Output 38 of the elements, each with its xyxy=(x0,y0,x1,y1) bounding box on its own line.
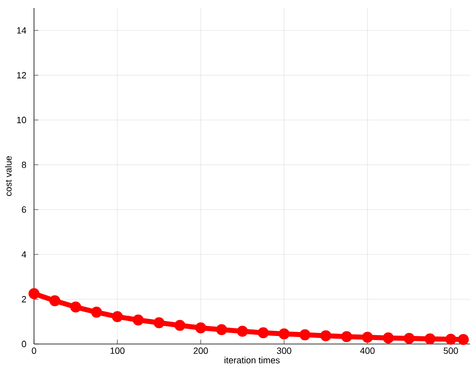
point xyxy=(382,332,394,344)
point xyxy=(404,332,415,344)
x-tick-label: 100 xyxy=(110,348,125,354)
x-tick-label: 400 xyxy=(360,348,375,354)
x-axis-title: iteration times xyxy=(224,356,280,364)
point xyxy=(154,317,165,328)
point xyxy=(49,295,60,306)
y-tick-label: 6 xyxy=(22,206,26,213)
point xyxy=(458,334,469,346)
x-tick-label: 500 xyxy=(444,348,458,354)
point xyxy=(278,328,290,340)
y-tick-label: 12 xyxy=(17,72,26,78)
y-axis-title: cost value xyxy=(4,156,12,196)
y-tick-label: 4 xyxy=(22,251,26,258)
x-tick-label: 200 xyxy=(194,348,208,354)
point xyxy=(28,288,40,300)
y-tick-label: 8 xyxy=(22,162,26,168)
point xyxy=(236,326,248,337)
point xyxy=(112,311,123,322)
point xyxy=(216,324,228,336)
x-tick-label: 300 xyxy=(276,348,292,354)
point xyxy=(174,320,186,331)
point xyxy=(258,327,269,338)
point xyxy=(320,330,332,342)
point xyxy=(362,332,373,343)
point xyxy=(195,322,206,334)
point xyxy=(424,333,436,344)
y-tick-label: 14 xyxy=(17,27,26,34)
point xyxy=(299,329,310,340)
y-tick-label: 0 xyxy=(22,340,26,348)
point xyxy=(70,302,82,313)
point xyxy=(91,306,102,318)
x-tick-label: 0 xyxy=(32,348,36,354)
point xyxy=(445,334,456,345)
point xyxy=(341,331,352,342)
y-tick-label: 10 xyxy=(17,116,26,124)
y-tick-label: 2 xyxy=(22,296,26,302)
point xyxy=(132,314,144,326)
